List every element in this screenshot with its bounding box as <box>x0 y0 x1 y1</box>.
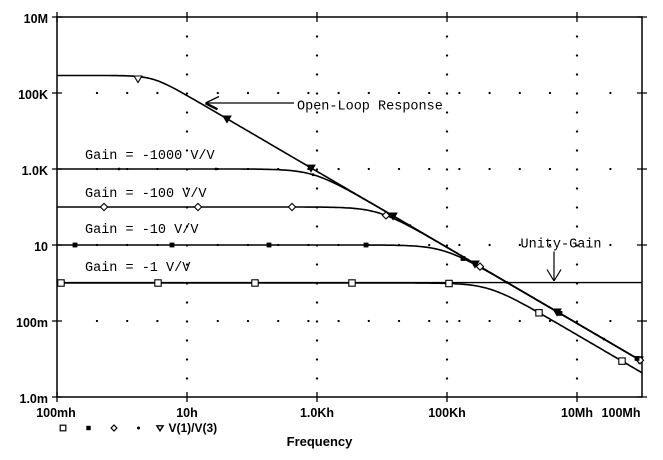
svg-text:Gain = -1000 V/V: Gain = -1000 V/V <box>85 149 216 164</box>
svg-text:100mh: 100mh <box>36 406 76 420</box>
svg-text:Gain = -100 V/V: Gain = -100 V/V <box>85 187 207 202</box>
svg-text:100Mh: 100Mh <box>602 406 641 420</box>
svg-text:100K: 100K <box>18 88 48 102</box>
svg-text:1.0m: 1.0m <box>20 392 49 406</box>
svg-text:10h: 10h <box>176 406 198 420</box>
svg-text:10M: 10M <box>24 12 48 26</box>
svg-text:Unity-Gain: Unity-Gain <box>521 238 602 253</box>
svg-text:10Mh: 10Mh <box>561 406 593 420</box>
svg-text:1.0Kh: 1.0Kh <box>300 406 334 420</box>
svg-text:Gain = -1 V/V: Gain = -1 V/V <box>85 261 191 276</box>
svg-text:100m: 100m <box>16 316 48 330</box>
svg-text:100Kh: 100Kh <box>428 406 466 420</box>
svg-text:Open-Loop Response: Open-Loop Response <box>297 100 443 115</box>
svg-text:Gain = -10 V/V: Gain = -10 V/V <box>85 223 199 238</box>
svg-text:V(1)/V(3): V(1)/V(3) <box>169 421 218 435</box>
svg-text:1.0K: 1.0K <box>22 164 48 178</box>
svg-text:10: 10 <box>34 240 48 254</box>
svg-text:Frequency: Frequency <box>287 434 354 449</box>
